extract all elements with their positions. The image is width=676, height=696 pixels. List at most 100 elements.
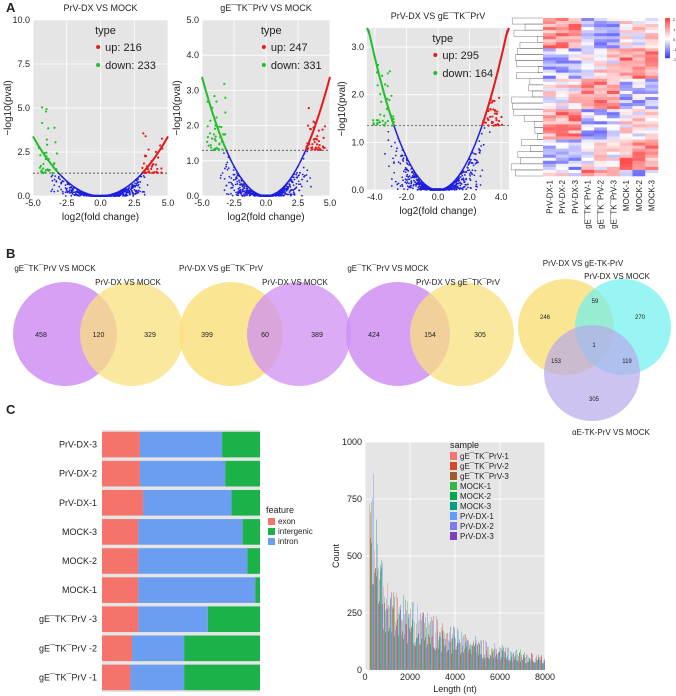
- heatmap-cell: [555, 133, 569, 137]
- down-point: [392, 120, 395, 124]
- heatmap-cell: [594, 42, 608, 46]
- x-tick-label: -2.5: [226, 198, 242, 208]
- legend-down-marker: [96, 63, 101, 67]
- heatmap-cell: [619, 124, 633, 128]
- heatmap-cell: [606, 106, 620, 110]
- venn-overlap-count: 120: [93, 332, 105, 339]
- ns-point: [223, 189, 226, 192]
- color-scale-segment: [665, 48, 670, 51]
- up-point: [323, 125, 327, 128]
- bar-intron: [138, 519, 243, 545]
- ns-point: [241, 185, 244, 188]
- heatmap-cell: [619, 27, 633, 31]
- heatmap-cell: [555, 54, 569, 58]
- bar-exon: [102, 664, 131, 691]
- up-point: [487, 109, 490, 113]
- heatmap-cell: [594, 142, 608, 146]
- ns-point: [404, 168, 406, 171]
- x-axis-label: log2(fold change): [62, 212, 139, 223]
- dendrogram-branch: [512, 17, 543, 25]
- heatmap-cell: [606, 124, 620, 128]
- dendrogram-branch: [537, 36, 543, 43]
- heatmap-cell: [594, 84, 608, 89]
- ns-point: [387, 139, 390, 142]
- y-tick-label: 4.0: [186, 50, 199, 60]
- ns-point: [401, 176, 404, 179]
- ns-point: [404, 166, 407, 169]
- up-point: [494, 124, 498, 127]
- ns-point: [73, 191, 76, 193]
- length-histogram: 0 2000 4000 6000 8000 0 250 500 750 1000 Length (n…: [331, 437, 555, 694]
- heatmap-cell: [632, 103, 646, 107]
- heatmap-cell: [568, 103, 582, 107]
- heatmap-cell: [645, 136, 659, 140]
- heatmap-cell: [619, 63, 633, 67]
- heatmap-cell: [594, 163, 608, 168]
- volcano-plots: -5.0 -2.5 0.0 2.5 5.0 0.0 2.5 5.0 7.5 10.0 PrV-DX …: [3, 3, 510, 223]
- y-tick-label: 5.0: [17, 103, 30, 113]
- heatmap-cell: [581, 63, 595, 67]
- bar-intron: [138, 577, 256, 603]
- ns-point: [467, 186, 469, 189]
- legend-swatch: [450, 472, 457, 480]
- ns-point: [469, 171, 472, 174]
- heatmap-cell: [543, 136, 557, 140]
- heatmap-cell: [555, 127, 569, 131]
- heatmap-cell: [568, 60, 582, 64]
- ns-point: [399, 162, 402, 165]
- heatmap-cell: [645, 97, 659, 101]
- ns-point: [127, 187, 130, 190]
- ns-point: [116, 194, 118, 197]
- heatmap-cell: [568, 118, 582, 122]
- down-point: [223, 133, 226, 136]
- ns-point: [51, 179, 54, 182]
- heatmap-cell: [543, 93, 557, 98]
- dendrogram-branch: [516, 72, 543, 79]
- down-point: [212, 133, 216, 136]
- bar-intergenic: [222, 431, 260, 458]
- ns-point: [420, 188, 422, 191]
- ns-point: [478, 140, 481, 143]
- ns-point: [241, 194, 244, 197]
- bar-intron: [139, 460, 226, 487]
- legend-swatch: [450, 502, 457, 510]
- color-scale-segment: [665, 36, 670, 39]
- heatmap-cell: [555, 84, 569, 89]
- down-point: [48, 168, 52, 172]
- dendrogram-branch: [532, 90, 543, 98]
- legend-down-label: down: 164: [442, 68, 493, 80]
- color-scale-segment: [665, 24, 670, 27]
- ns-point: [137, 184, 139, 187]
- dendrogram-branch: [515, 54, 543, 61]
- ns-point: [402, 179, 404, 182]
- heatmap-cell: [555, 30, 569, 34]
- y-tick-label: 500: [347, 551, 362, 561]
- heatmap-cell: [632, 24, 646, 28]
- heatmap-cell: [645, 21, 659, 25]
- heatmap-cell: [581, 87, 595, 92]
- heatmap-cell: [543, 112, 557, 116]
- ns-point: [248, 194, 251, 197]
- heatmap-cell: [645, 27, 659, 31]
- heatmap-cell: [543, 21, 557, 25]
- down-point: [371, 119, 375, 122]
- ns-point: [298, 189, 301, 192]
- up-point: [143, 171, 146, 174]
- heatmap-cell: [619, 115, 633, 119]
- down-point: [54, 168, 57, 171]
- heatmap-cell: [645, 100, 659, 104]
- heatmap-cell: [543, 54, 557, 58]
- ns-point: [126, 190, 128, 192]
- heatmap-cell: [632, 166, 646, 171]
- heatmap-cell: [645, 54, 659, 58]
- ns-point: [143, 191, 146, 193]
- up-point: [145, 171, 148, 174]
- legend-label: PrV-DX-2: [460, 522, 494, 531]
- ns-point: [460, 187, 463, 190]
- ns-point: [287, 193, 290, 196]
- up-point: [488, 115, 492, 119]
- down-point: [40, 169, 43, 172]
- ns-point: [302, 157, 305, 160]
- heatmap-cell: [594, 63, 608, 67]
- heatmap-cell: [619, 157, 633, 162]
